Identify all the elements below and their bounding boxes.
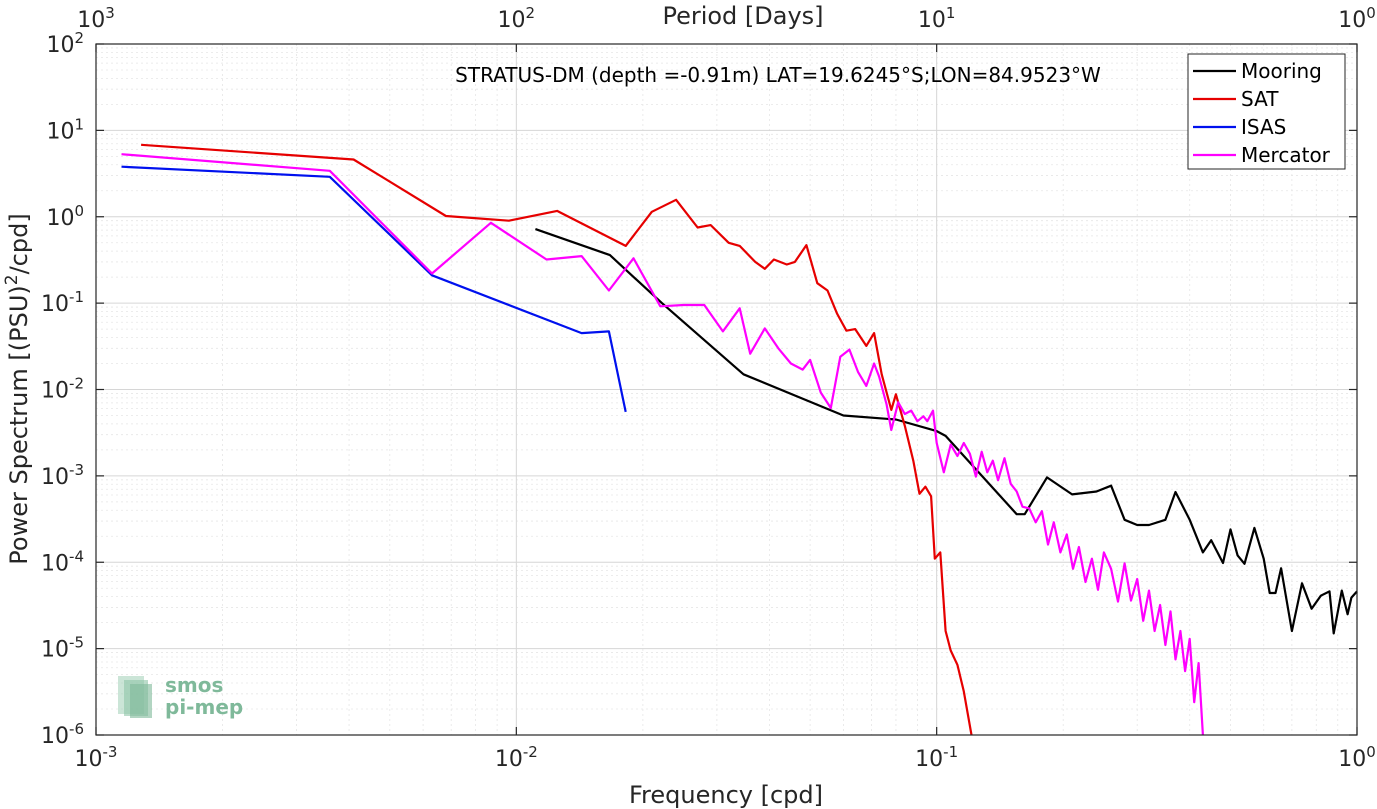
y-tick-label: 10-5 <box>41 634 84 663</box>
smos-pi-mep-logo: smos pi-mep <box>118 673 243 719</box>
series-line-mooring <box>535 228 1358 635</box>
series-line-sat <box>141 143 973 736</box>
y-tick-label: 10-6 <box>41 720 84 749</box>
logo-text-pi-mep: pi-mep <box>165 695 243 719</box>
y-tick-label: 10-1 <box>41 288 84 317</box>
top-tick-label: 102 <box>498 4 536 33</box>
legend-label-mooring: Mooring <box>1241 59 1322 83</box>
y-tick-label: 100 <box>46 202 84 231</box>
y-tick-label: 10-4 <box>41 547 84 576</box>
series-line-isas <box>121 165 627 413</box>
tick-marks <box>95 43 1358 736</box>
legend-label-isas: ISAS <box>1241 115 1286 139</box>
legend-label-mercator: Mercator <box>1241 143 1331 167</box>
plot-series <box>121 143 1358 736</box>
x-tick-label: 10-3 <box>75 743 118 772</box>
logo-text-smos: smos <box>165 673 223 697</box>
top-tick-label: 101 <box>918 4 956 33</box>
x-tick-label: 10-2 <box>495 743 538 772</box>
legend-box <box>1187 53 1346 170</box>
y-axis-label: Power Spectrum [(PSU)2/cpd] <box>2 213 33 564</box>
top-tick-label: 103 <box>77 4 115 33</box>
y-tick-label: 10-2 <box>41 375 84 404</box>
y-tick-label: 10-3 <box>41 461 84 490</box>
chart-title: STRATUS-DM (depth =-0.91m) LAT=19.6245°S… <box>455 63 1101 87</box>
top-tick-label: 100 <box>1338 4 1376 33</box>
x-tick-label: 10-1 <box>915 743 958 772</box>
legend-label-sat: SAT <box>1241 87 1279 111</box>
x-axis-label: Frequency [cpd] <box>629 781 823 809</box>
y-tick-label: 102 <box>46 29 84 58</box>
legend: Mooring SAT ISAS Mercator <box>1187 53 1346 170</box>
top-axis-label: Period [Days] <box>662 2 823 30</box>
series-line-mercator <box>121 153 1204 736</box>
x-tick-label: 100 <box>1338 743 1376 772</box>
y-tick-label: 101 <box>46 115 84 144</box>
